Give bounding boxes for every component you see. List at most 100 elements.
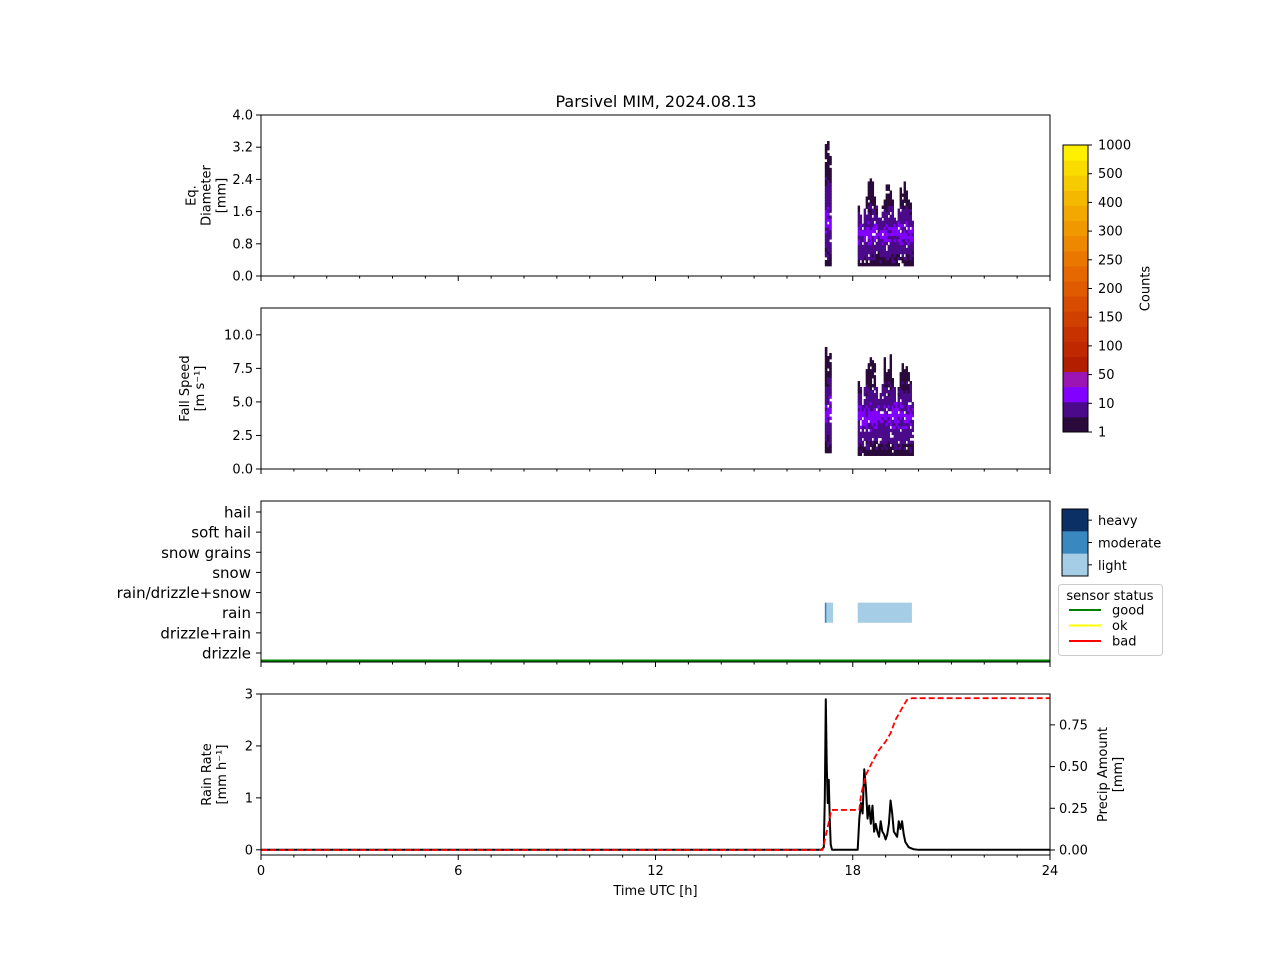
heatmap-cell (829, 425, 832, 430)
heatmap-cell (895, 223, 898, 228)
heatmap-cell (903, 443, 906, 448)
y-tick-label: 0.0 (232, 463, 253, 478)
y-right-axis-title: Precip Amount (1096, 727, 1111, 822)
heatmap-cell (873, 253, 877, 258)
heatmap-cell (901, 443, 904, 448)
heatmap-cell (867, 416, 871, 421)
heatmap-cell (909, 422, 912, 427)
heatmap-cell (911, 244, 914, 249)
heatmap-cell (829, 404, 832, 408)
heatmap-cell (911, 440, 914, 445)
heatmap-cell (869, 372, 873, 376)
heatmap-cell (903, 449, 906, 453)
heatmap-cell (909, 449, 912, 453)
y-tick-label: 7.5 (232, 362, 253, 377)
heatmap-cell (867, 226, 871, 231)
heatmap-cell (877, 250, 881, 255)
heatmap-cell (885, 196, 889, 200)
heatmap-cell (859, 446, 863, 451)
heatmap-cell (889, 235, 893, 240)
heatmap-cell (859, 404, 863, 409)
heatmap-cell (877, 247, 881, 252)
heatmap-cell (827, 446, 830, 451)
heatmap-cell (889, 381, 893, 385)
heatmap-cell (871, 375, 875, 379)
heatmap-cell (885, 372, 889, 376)
heatmap-cell (891, 398, 895, 403)
heatmap-cell (887, 384, 891, 388)
heatmap-cell (885, 387, 889, 391)
y-tick-label: 1.6 (232, 205, 253, 220)
heatmap-cell (865, 387, 869, 391)
heatmap-cell (827, 248, 830, 252)
heatmap-cell (857, 392, 861, 397)
heatmap-cell (887, 235, 891, 240)
heatmap-cell (893, 247, 897, 252)
heatmap-cell (907, 250, 910, 255)
heatmap-cell (869, 369, 873, 373)
heatmap-cell (879, 413, 883, 418)
heatmap-cell (857, 208, 861, 212)
heatmap-cell (901, 378, 904, 382)
heatmap-cell (899, 437, 902, 442)
heatmap-cell (897, 422, 900, 427)
heatmap-cell (869, 253, 873, 258)
heatmap-cell (895, 452, 898, 456)
heatmap-cell (869, 226, 873, 231)
heatmap-cell (857, 401, 861, 406)
heatmap-cell (869, 256, 873, 261)
heatmap-cell (859, 401, 863, 406)
heatmap-cell (869, 440, 873, 445)
heatmap-cell (867, 443, 871, 448)
heatmap-cell (893, 229, 897, 234)
heatmap-cell (857, 449, 861, 453)
heatmap-cell (891, 384, 895, 388)
heatmap-cell (827, 386, 830, 390)
heatmap-cell (857, 446, 861, 451)
heatmap-cell (897, 431, 900, 436)
heatmap-cell (863, 387, 867, 391)
heatmap-cell (891, 452, 895, 456)
heatmap-cell (824, 422, 828, 427)
heatmap-cell (881, 205, 885, 209)
heatmap-cell (875, 446, 879, 451)
heatmap-cell (905, 232, 908, 237)
heatmap-cell (895, 253, 898, 258)
heatmap-cell (867, 369, 871, 373)
heatmap-cell (893, 404, 897, 409)
heatmap-cell (865, 253, 869, 258)
heatmap-cell (829, 446, 832, 451)
heatmap-cell (859, 431, 863, 436)
heatmap-cell (873, 401, 877, 406)
heatmap-cell (895, 404, 898, 409)
heatmap-cell (893, 235, 897, 240)
heatmap-cell (863, 232, 867, 237)
heatmap-cell (889, 387, 893, 391)
heatmap-cell (827, 413, 830, 417)
heatmap-cell (877, 428, 881, 433)
heatmap-cell (865, 449, 869, 453)
heatmap-cell (893, 398, 897, 403)
heatmap-cell (897, 256, 900, 261)
heatmap-cell (857, 241, 861, 246)
heatmap-cell (907, 372, 910, 376)
heatmap-cell (873, 440, 877, 445)
y-axis-title: Diameter (200, 165, 215, 226)
heatmap-cell (887, 256, 891, 261)
heatmap-cell (897, 208, 900, 212)
heatmap-cell (865, 256, 869, 261)
heatmap-cell (883, 235, 887, 240)
heatmap-cell (883, 250, 887, 255)
heatmap-cell (891, 410, 895, 415)
heatmap-cell (905, 250, 908, 255)
heatmap-cell (859, 398, 863, 403)
heatmap-cell (899, 440, 902, 445)
heatmap-cell (829, 401, 832, 405)
heatmap-cell (907, 431, 910, 436)
heatmap-cell (901, 232, 904, 237)
heatmap-cell (889, 422, 893, 427)
heatmap-cell (883, 413, 887, 418)
heatmap-cell (905, 199, 908, 203)
heatmap-cell (887, 250, 891, 255)
heatmap-cell (875, 232, 879, 237)
